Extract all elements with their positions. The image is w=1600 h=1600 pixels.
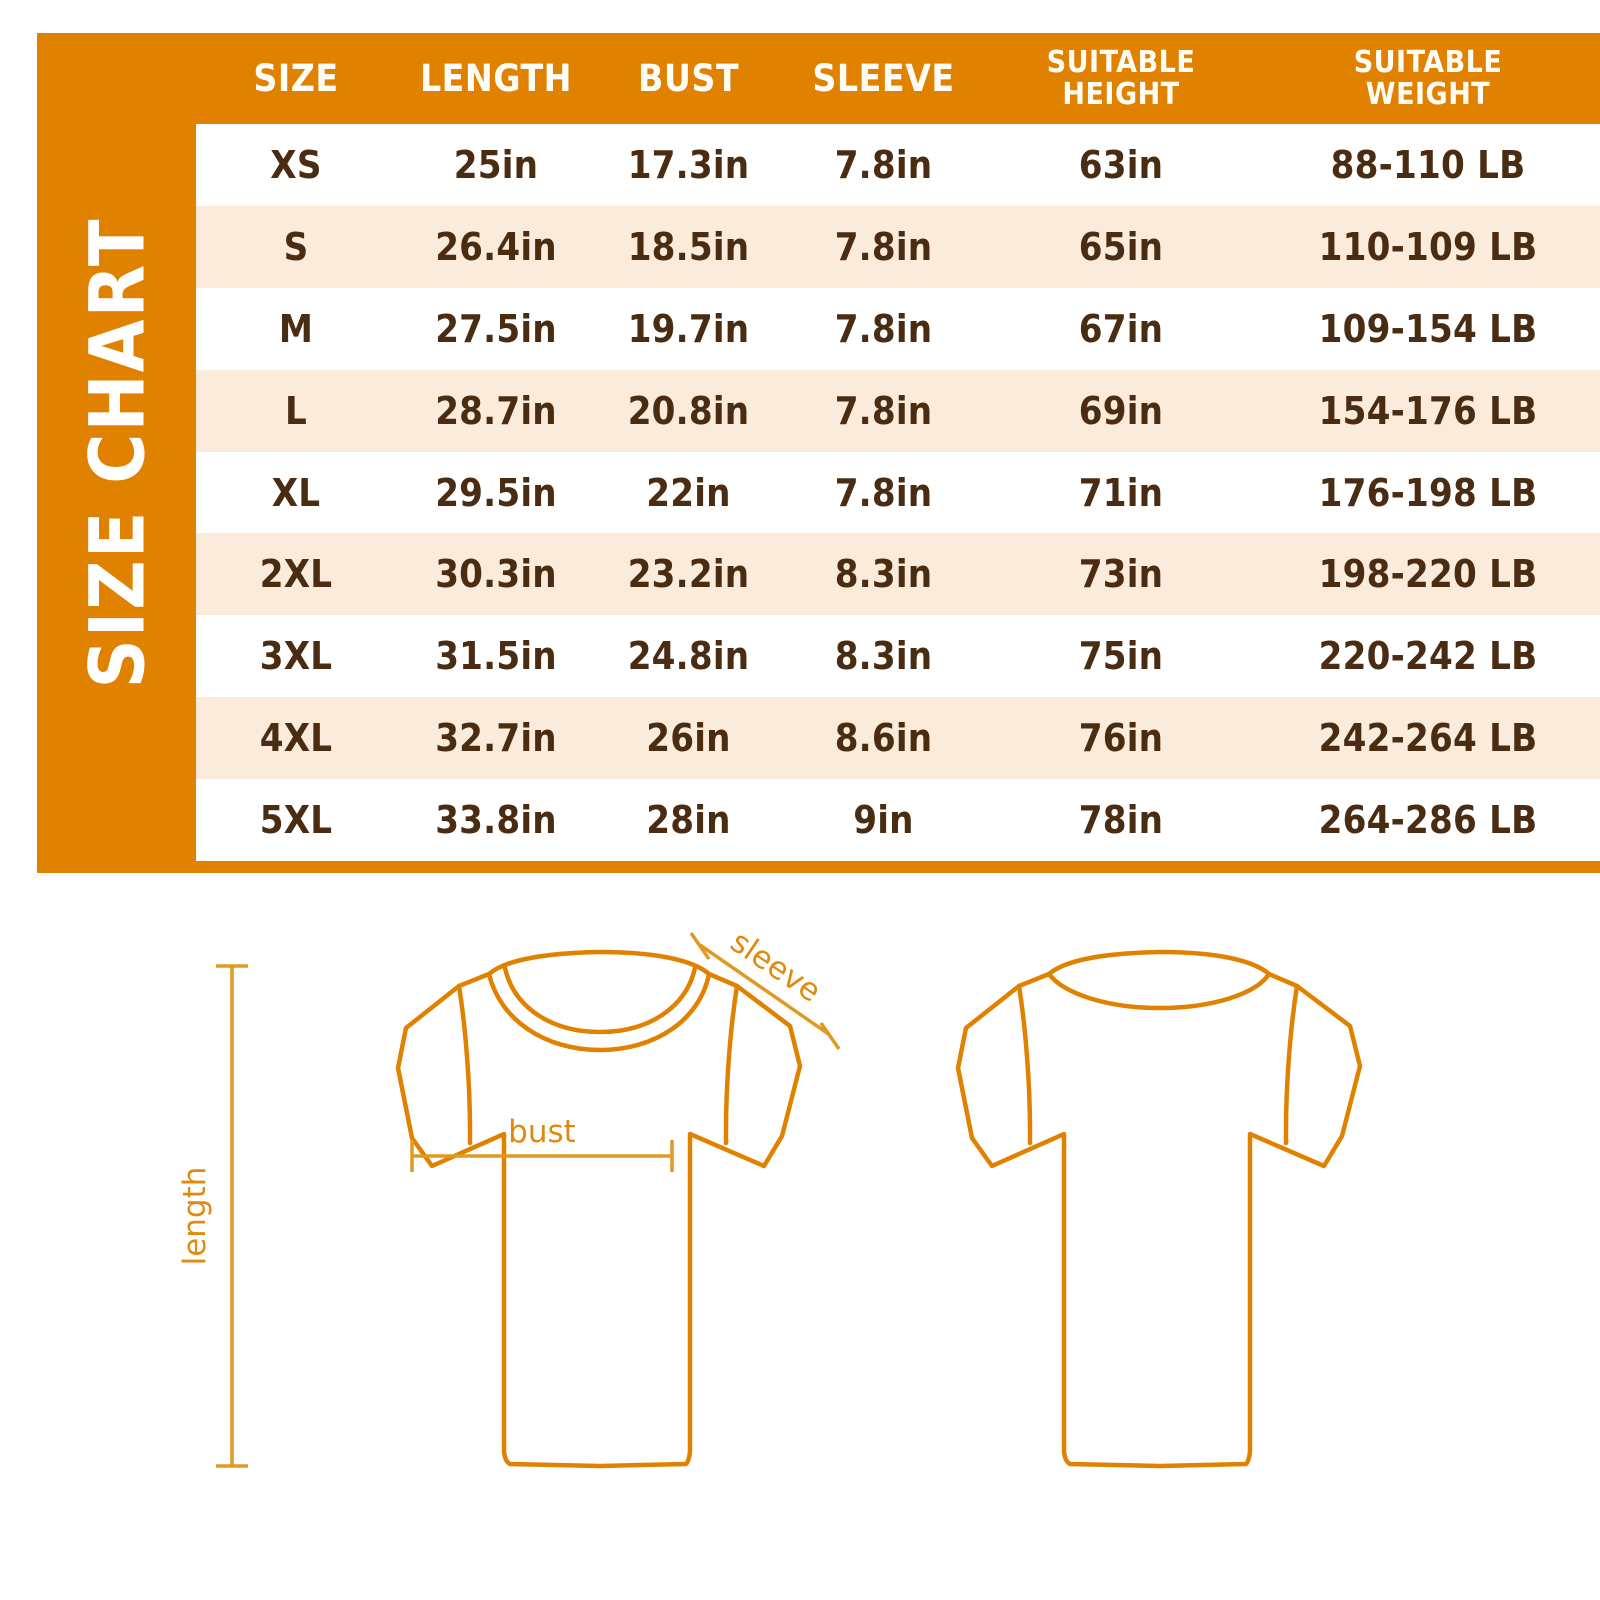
cell-suitable-weight: 242-264 LB bbox=[1318, 716, 1538, 761]
cell-suitable-height: 65in bbox=[1078, 224, 1164, 269]
cell-sleeve: 8.3in bbox=[834, 552, 933, 597]
cell-suitable-weight: 264-286 LB bbox=[1318, 798, 1538, 843]
column-header-sleeve: SLEEVE bbox=[812, 56, 955, 100]
cell-size: 3XL bbox=[259, 634, 333, 679]
cell-suitable-height: 78in bbox=[1078, 798, 1164, 843]
cell-size: 5XL bbox=[259, 798, 333, 843]
cell-length: 32.7in bbox=[435, 716, 557, 761]
table-body: XS 25in 17.3in 7.8in 63in 88-110 LB S 26… bbox=[196, 124, 1600, 862]
cell-length: 26.4in bbox=[435, 224, 557, 269]
cell-size: M bbox=[278, 306, 314, 351]
size-chart-title: SIZE CHART bbox=[72, 217, 161, 689]
column-header-length: LENGTH bbox=[419, 56, 573, 100]
cell-length: 27.5in bbox=[435, 306, 557, 351]
cell-sleeve: 7.8in bbox=[834, 224, 933, 269]
table-row: S 26.4in 18.5in 7.8in 65in 110-109 LB bbox=[196, 205, 1600, 288]
column-header-size: SIZE bbox=[253, 56, 339, 100]
cell-suitable-weight: 88-110 LB bbox=[1330, 142, 1526, 187]
cell-suitable-weight: 176-198 LB bbox=[1318, 470, 1538, 515]
table-row: 4XL 32.7in 26in 8.6in 76in 242-264 LB bbox=[196, 697, 1600, 780]
size-chart-sidebar: SIZE CHART bbox=[37, 33, 196, 873]
cell-length: 28.7in bbox=[435, 388, 557, 433]
cell-suitable-height: 73in bbox=[1078, 552, 1164, 597]
column-header-suitable-weight-line1: SUITABLE bbox=[1353, 45, 1503, 80]
bust-label: bust bbox=[508, 1114, 576, 1150]
sleeve-dimension: sleeve bbox=[689, 924, 841, 1050]
cell-size: XL bbox=[271, 470, 321, 515]
cell-suitable-weight: 220-242 LB bbox=[1318, 634, 1538, 679]
table-row: 5XL 33.8in 28in 9in 78in 264-286 LB bbox=[196, 779, 1600, 862]
cell-suitable-height: 71in bbox=[1078, 470, 1164, 515]
cell-suitable-height: 69in bbox=[1078, 388, 1164, 433]
cell-size: S bbox=[283, 224, 309, 269]
table-bottom-accent-bar bbox=[196, 861, 1600, 873]
table-header-background bbox=[196, 33, 1600, 124]
cell-suitable-height: 63in bbox=[1078, 142, 1164, 187]
cell-suitable-height: 67in bbox=[1078, 306, 1164, 351]
cell-length: 31.5in bbox=[435, 634, 557, 679]
length-dimension: length bbox=[177, 964, 248, 1468]
cell-suitable-weight: 198-220 LB bbox=[1318, 552, 1538, 597]
cell-bust: 24.8in bbox=[627, 634, 750, 679]
table-row: L 28.7in 20.8in 7.8in 69in 154-176 LB bbox=[196, 369, 1600, 452]
cell-suitable-height: 76in bbox=[1078, 716, 1164, 761]
table-row: 3XL 31.5in 24.8in 8.3in 75in 220-242 LB bbox=[196, 615, 1600, 698]
cell-bust: 22in bbox=[646, 470, 731, 515]
cell-length: 33.8in bbox=[435, 798, 557, 843]
table-row: 2XL 30.3in 23.2in 8.3in 73in 198-220 LB bbox=[196, 533, 1600, 616]
cell-bust: 26in bbox=[646, 716, 731, 761]
tshirt-front-view bbox=[395, 949, 803, 1469]
size-chart-panel: SIZE CHART SIZE LENGTH BUST SLEEVE SUITA… bbox=[37, 33, 1600, 873]
tshirt-measurement-diagram: length bust sleeve bbox=[0, 890, 1600, 1590]
cell-sleeve: 8.3in bbox=[834, 634, 933, 679]
cell-size: L bbox=[285, 388, 307, 433]
column-header-suitable-height-line1: SUITABLE bbox=[1046, 45, 1196, 80]
cell-suitable-weight: 109-154 LB bbox=[1318, 306, 1538, 351]
table-row: XS 25in 17.3in 7.8in 63in 88-110 LB bbox=[196, 124, 1600, 206]
table-header-row: SIZE LENGTH BUST SLEEVE SUITABLE HEIGHT … bbox=[196, 33, 1600, 124]
cell-bust: 18.5in bbox=[627, 224, 750, 269]
cell-sleeve: 8.6in bbox=[834, 716, 933, 761]
column-header-bust: BUST bbox=[637, 56, 740, 100]
cell-bust: 20.8in bbox=[627, 388, 750, 433]
bust-dimension: bust bbox=[410, 1114, 674, 1172]
cell-sleeve: 7.8in bbox=[834, 142, 933, 187]
cell-size: XS bbox=[270, 142, 322, 187]
cell-bust: 19.7in bbox=[627, 306, 750, 351]
table-row: XL 29.5in 22in 7.8in 71in 176-198 LB bbox=[196, 451, 1600, 534]
column-header-suitable-weight: SUITABLE WEIGHT bbox=[1256, 47, 1600, 110]
cell-bust: 17.3in bbox=[627, 142, 750, 187]
column-header-suitable-height: SUITABLE HEIGHT bbox=[986, 47, 1256, 110]
table-row: M 27.5in 19.7in 7.8in 67in 109-154 LB bbox=[196, 287, 1600, 370]
cell-size: 4XL bbox=[259, 716, 333, 761]
cell-suitable-height: 75in bbox=[1078, 634, 1164, 679]
cell-length: 25in bbox=[453, 142, 539, 187]
cell-length: 29.5in bbox=[435, 470, 557, 515]
cell-sleeve: 9in bbox=[853, 798, 914, 843]
cell-sleeve: 7.8in bbox=[834, 388, 933, 433]
tshirt-back-view bbox=[955, 949, 1363, 1469]
cell-suitable-weight: 154-176 LB bbox=[1318, 388, 1538, 433]
cell-sleeve: 7.8in bbox=[834, 306, 933, 351]
cell-size: 2XL bbox=[259, 552, 333, 597]
cell-length: 30.3in bbox=[435, 552, 557, 597]
column-header-suitable-height-line2: HEIGHT bbox=[1062, 76, 1180, 112]
cell-bust: 23.2in bbox=[627, 552, 750, 597]
cell-sleeve: 7.8in bbox=[834, 470, 933, 515]
column-header-suitable-weight-line2: WEIGHT bbox=[1365, 76, 1491, 112]
cell-suitable-weight: 110-109 LB bbox=[1318, 224, 1538, 269]
tshirt-diagram-svg: length bust sleeve bbox=[177, 924, 1363, 1469]
length-label: length bbox=[177, 1167, 213, 1266]
cell-bust: 28in bbox=[646, 798, 731, 843]
